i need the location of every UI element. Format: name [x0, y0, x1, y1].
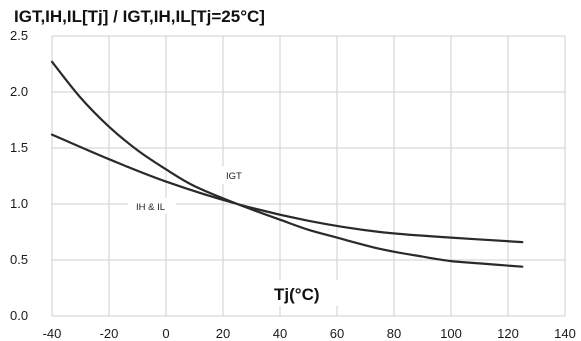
x-tick-label: 80: [387, 326, 401, 341]
series-line-igt: [50, 60, 524, 268]
series-lines: [50, 60, 524, 268]
x-tick-label: 40: [273, 326, 287, 341]
x-tick-label: 120: [497, 326, 519, 341]
annotation-igt-bg: [216, 166, 260, 184]
x-tick-label: -20: [100, 326, 119, 341]
x-tick-label: -40: [43, 326, 62, 341]
y-tick-label: 2.5: [10, 28, 28, 43]
annotation-igt-text: IGT: [226, 171, 242, 182]
x-tick-label: 100: [440, 326, 462, 341]
annotation-ih-il-text: IH & IL: [136, 202, 165, 213]
grid: [51, 35, 566, 317]
y-tick-label: 2.0: [10, 84, 28, 99]
x-axis-label-bg: [268, 280, 338, 306]
y-tick-label: 0.5: [10, 252, 28, 267]
title-text: IGT,IH,IL[Tj] / IGT,IH,IL[Tj=25°C]: [14, 7, 265, 26]
series-line-ih-il: [50, 133, 524, 244]
x-tick-label: 140: [554, 326, 576, 341]
annotation-igt: IGT: [216, 166, 260, 184]
x-axis-label-text: Tj(°C): [274, 285, 320, 304]
tick-labels: 0.0 0.5 1.0 1.5 2.0 2.5 -40 -20 0 20 40 60 80 100 120 1…: [10, 28, 576, 341]
y-tick-label: 0.0: [10, 308, 28, 323]
x-axis-label: Tj(°C): [268, 280, 338, 306]
x-tick-label: 60: [330, 326, 344, 341]
x-tick-label: 0: [162, 326, 169, 341]
chart-title: IGT,IH,IL[Tj] / IGT,IH,IL[Tj=25°C]: [14, 7, 265, 26]
annotation-ih-il-bg: [128, 198, 176, 214]
x-tick-label: 20: [216, 326, 230, 341]
y-tick-label: 1.5: [10, 140, 28, 155]
annotation-ih-il: IH & IL: [128, 198, 176, 214]
y-tick-label: 1.0: [10, 196, 28, 211]
